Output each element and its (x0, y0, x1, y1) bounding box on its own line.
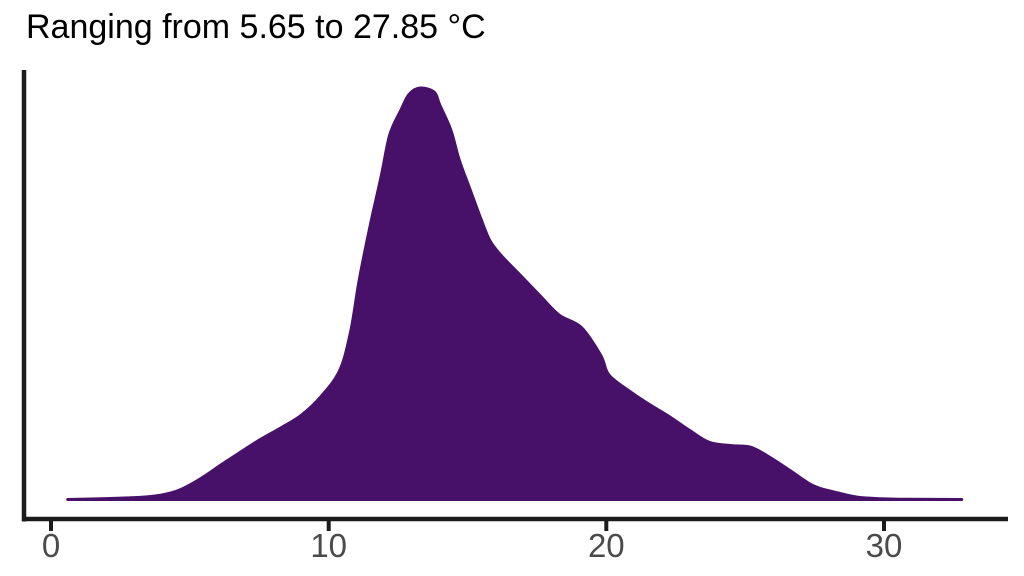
density-area (66, 86, 964, 501)
x-tick-label-10: 10 (310, 527, 347, 564)
x-tick-label-0: 0 (42, 527, 60, 564)
x-tick-label-30: 30 (866, 527, 903, 564)
chart-title: Ranging from 5.65 to 27.85 °C (26, 8, 486, 46)
x-tick-label-20: 20 (588, 527, 625, 564)
